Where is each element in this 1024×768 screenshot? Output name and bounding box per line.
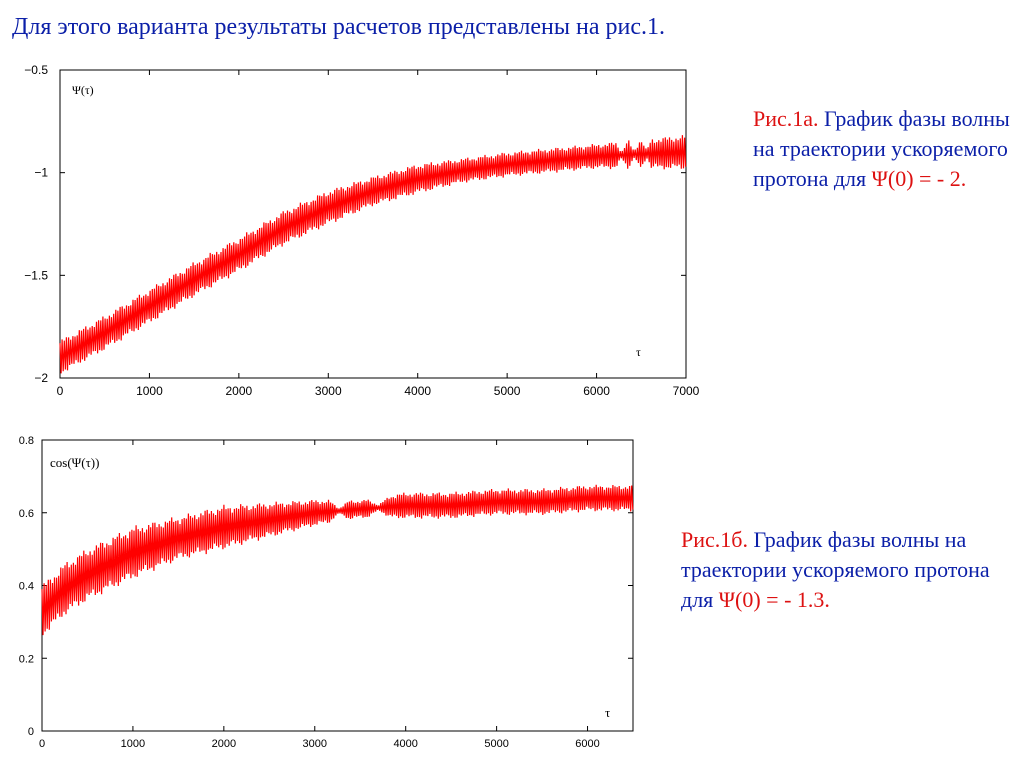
x-tick-label: 4000 (393, 738, 417, 750)
data-line (41, 484, 634, 636)
plot-frame (59, 69, 687, 379)
y-tick-label: 0 (28, 726, 34, 738)
x-tick-label: 5000 (484, 738, 508, 750)
x-tick-label: 1000 (136, 384, 163, 398)
plot-frame (41, 439, 634, 732)
y-tick-label: −2 (34, 371, 48, 385)
y-tick-label: 0.4 (19, 581, 34, 593)
y-axis-label: Ψ(τ) (72, 83, 94, 97)
y-tick-label: −1 (34, 166, 48, 180)
x-tick-label: 3000 (315, 384, 342, 398)
y-tick-label: 0.2 (19, 653, 34, 665)
x-tick-label: 0 (57, 384, 64, 398)
caption-figure-1b: Рис.1б. График фазы волны на траектории … (681, 525, 1011, 615)
slide-title: Для этого варианта результаты расчетов п… (12, 14, 665, 40)
x-axis-label: τ (605, 705, 610, 720)
data-series (59, 135, 687, 374)
data-line (59, 135, 687, 374)
caption-1a-label: Рис.1а. (753, 106, 819, 131)
y-tick-label: 0.8 (19, 435, 34, 447)
caption-1a-formula: Ψ(0) = - 2. (871, 166, 967, 191)
y-tick-label: −1.5 (24, 268, 48, 282)
x-axis-label: τ (636, 345, 641, 359)
y-tick-label: −0.5 (24, 63, 48, 77)
x-tick-label: 2000 (212, 738, 236, 750)
x-tick-label: 2000 (226, 384, 253, 398)
x-tick-label: 7000 (673, 384, 700, 398)
x-tick-label: 4000 (404, 384, 431, 398)
x-tick-label: 0 (39, 738, 45, 750)
x-tick-label: 5000 (494, 384, 521, 398)
caption-figure-1a: Рис.1а. График фазы волны на траектории … (753, 104, 1015, 194)
x-tick-label: 6000 (583, 384, 610, 398)
caption-1a-text: График фазы волны на траектории ускоряем… (753, 106, 1010, 191)
y-tick-label: 0.6 (19, 508, 34, 520)
caption-1b-text: График фазы волны на траектории ускоряем… (681, 527, 990, 612)
data-series (41, 484, 634, 636)
y-axis-label: cos(Ψ(τ)) (50, 455, 99, 470)
x-tick-label: 6000 (575, 738, 599, 750)
caption-1b-formula: Ψ(0) = - 1.3. (718, 587, 830, 612)
caption-1b-label: Рис.1б. (681, 527, 748, 552)
x-tick-label: 3000 (303, 738, 327, 750)
x-tick-label: 1000 (121, 738, 145, 750)
